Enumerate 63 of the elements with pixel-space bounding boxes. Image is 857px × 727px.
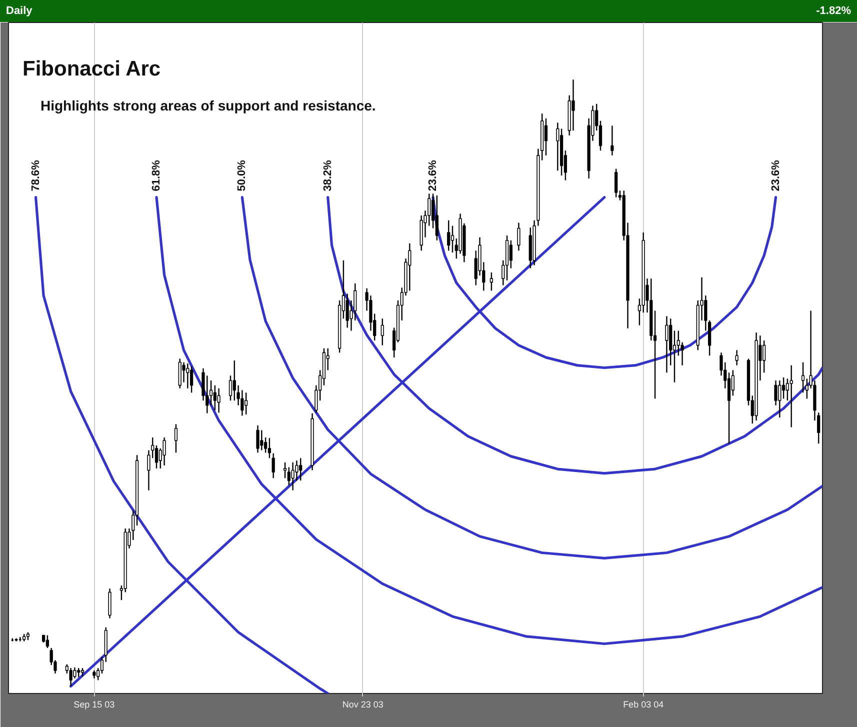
text: 23.6% (427, 160, 440, 192)
candlestick (272, 452, 275, 479)
candlestick (69, 667, 72, 687)
candlestick (790, 364, 793, 428)
candlestick (268, 438, 272, 459)
candlestick (774, 380, 778, 406)
candlestick (190, 366, 194, 394)
candlestick (509, 240, 512, 269)
candlestick (108, 588, 112, 619)
candlestick (287, 466, 290, 486)
candlestick (256, 424, 260, 454)
candlestick (217, 388, 220, 414)
x-tick-label: Sep 15 03 (74, 700, 115, 710)
text: 61.8% (150, 160, 162, 192)
candlestick (614, 168, 618, 198)
candlestick (665, 316, 668, 374)
candlestick (174, 424, 178, 454)
x-tick-label: Feb 03 04 (623, 700, 664, 710)
candlestick (782, 376, 786, 400)
candlestick (447, 220, 450, 252)
candlestick (490, 272, 494, 292)
candlestick (162, 436, 166, 466)
candlestick (299, 458, 302, 482)
candlestick (77, 667, 80, 678)
text: 23.6% (770, 160, 782, 192)
candlestick (291, 462, 294, 491)
candlestick (73, 666, 76, 679)
text: Daily (6, 5, 32, 17)
candlestick (244, 392, 248, 416)
candlestick (346, 293, 349, 328)
candlestick (209, 380, 213, 406)
candlestick (610, 125, 614, 156)
x-tick-label: Nov 23 03 (342, 700, 384, 710)
text: Highlights strong areas of support and resistance. (40, 98, 376, 114)
candlestick (240, 390, 244, 416)
candlestick (762, 340, 766, 374)
candlestick (232, 360, 236, 402)
candlestick (408, 242, 412, 292)
text: 78.6% (30, 160, 42, 192)
candlestick (213, 384, 216, 411)
candlestick (154, 444, 158, 470)
candlestick (186, 362, 190, 389)
candlestick (727, 372, 731, 444)
candlestick (572, 78, 575, 132)
chart-title: Fibonacci Arc (22, 58, 161, 80)
candlestick (778, 380, 782, 418)
candlestick (517, 222, 520, 252)
candlestick (556, 122, 560, 172)
text: -1.82% (816, 5, 851, 17)
candlestick (380, 318, 384, 346)
candlestick (544, 118, 548, 156)
candlestick (450, 225, 454, 254)
candlestick (735, 350, 738, 366)
candlestick (100, 656, 104, 674)
candlestick (178, 358, 182, 389)
candlestick (46, 634, 50, 649)
candlestick (228, 375, 232, 402)
text: 38.2% (322, 160, 334, 192)
text: 50.0% (236, 160, 248, 192)
candlestick (801, 362, 805, 394)
candlestick (260, 430, 264, 451)
candlestick (283, 462, 287, 479)
candlestick (435, 194, 438, 241)
